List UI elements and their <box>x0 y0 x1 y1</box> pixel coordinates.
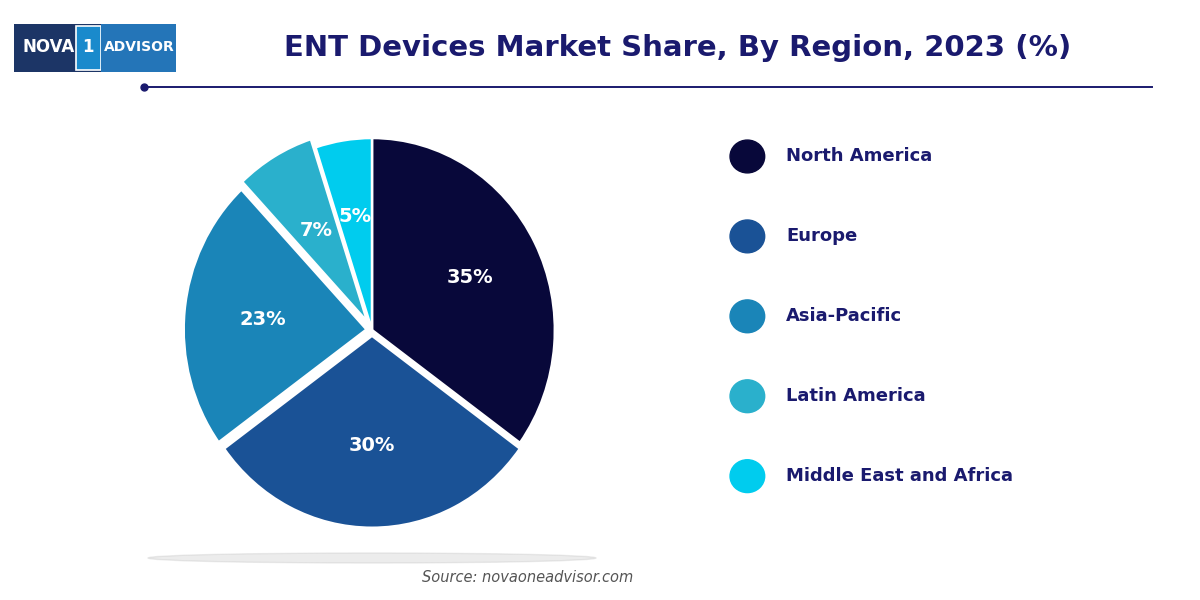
Text: ADVISOR: ADVISOR <box>103 40 174 54</box>
Text: 1: 1 <box>83 38 94 56</box>
Circle shape <box>730 460 764 493</box>
Text: Asia-Pacific: Asia-Pacific <box>786 307 902 325</box>
Wedge shape <box>242 139 367 322</box>
Text: Latin America: Latin America <box>786 387 925 405</box>
Text: 5%: 5% <box>338 207 371 226</box>
Text: Source: novaoneadvisor.com: Source: novaoneadvisor.com <box>422 570 634 585</box>
Text: 35%: 35% <box>446 268 493 287</box>
Text: Europe: Europe <box>786 227 857 245</box>
Circle shape <box>730 140 764 173</box>
Text: 23%: 23% <box>240 310 286 329</box>
Wedge shape <box>224 336 520 528</box>
FancyBboxPatch shape <box>101 23 176 72</box>
Text: Middle East and Africa: Middle East and Africa <box>786 467 1013 485</box>
Ellipse shape <box>148 553 596 563</box>
Text: ENT Devices Market Share, By Region, 2023 (%): ENT Devices Market Share, By Region, 202… <box>284 34 1072 62</box>
FancyBboxPatch shape <box>76 26 101 70</box>
Text: 30%: 30% <box>349 436 395 455</box>
FancyBboxPatch shape <box>14 23 176 72</box>
Text: NOVA: NOVA <box>23 38 74 56</box>
Circle shape <box>730 380 764 413</box>
Wedge shape <box>184 190 366 442</box>
Wedge shape <box>316 138 372 330</box>
Text: 7%: 7% <box>300 221 332 241</box>
Wedge shape <box>372 138 554 443</box>
Circle shape <box>730 300 764 333</box>
Circle shape <box>730 220 764 253</box>
Text: North America: North America <box>786 148 932 166</box>
